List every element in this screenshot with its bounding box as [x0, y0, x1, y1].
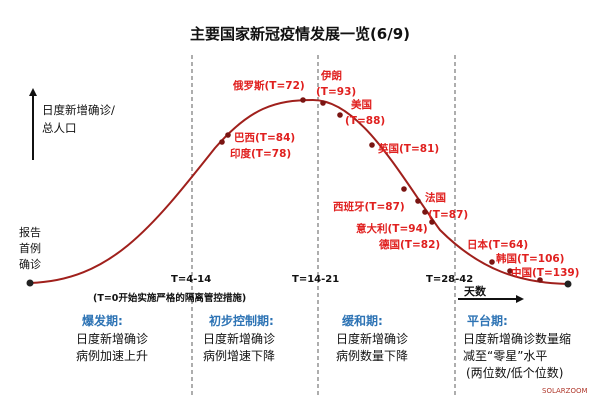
report-label-line-1: 报告 — [19, 225, 41, 239]
country-label-germany: 德国(T=82) — [378, 238, 440, 251]
country-label-france-t: (T=87) — [428, 209, 468, 221]
country-label-italy: 意大利(T=94) — [356, 222, 428, 235]
country-dot-india — [219, 139, 225, 145]
phase-4-name: 平台期: — [467, 313, 508, 328]
country-dot-iran — [320, 100, 326, 106]
epidemic-curve — [29, 98, 569, 285]
boundary-label-1: T=4-14 — [171, 274, 211, 285]
x-label: 天数 — [464, 284, 487, 298]
start-dot — [26, 279, 34, 287]
country-dot-korea — [507, 268, 513, 274]
phase-2-desc-2: 病例增速下降 — [203, 348, 275, 363]
country-label-usa-t: (T=88) — [345, 115, 385, 127]
country-dot-japan — [489, 259, 495, 265]
country-dot-germany — [429, 219, 435, 225]
y-label-line-1: 日度新增确诊/ — [42, 103, 115, 117]
boundary-label-2: T=14-21 — [292, 274, 339, 285]
note-text: (T=0开始实施严格的隔离管控措施) — [93, 292, 246, 304]
country-label-iran-t: (T=93) — [316, 86, 356, 98]
phase-2-name: 初步控制期: — [209, 313, 274, 328]
phase-1-desc-1: 日度新增确诊 — [76, 331, 148, 346]
country-label-iran: 伊朗 — [320, 69, 342, 82]
country-dot-spain — [401, 186, 407, 192]
country-label-japan: 日本(T=64) — [467, 238, 528, 251]
country-label-uk: 英国(T=81) — [377, 142, 439, 155]
phase-3-desc-1: 日度新增确诊 — [336, 331, 408, 346]
phase-1-name: 爆发期: — [82, 313, 123, 328]
country-dot-brazil — [225, 132, 231, 138]
phase-3-name: 缓和期: — [342, 313, 383, 328]
country-dot-italy — [422, 209, 428, 215]
country-label-russia: 俄罗斯(T=72) — [232, 79, 305, 92]
country-label-usa: 美国 — [351, 98, 372, 111]
phase-4-desc-1: 日度新增确诊数量缩 — [463, 331, 571, 346]
phase-4-desc-2: 减至“零星”水平 — [463, 349, 547, 363]
boundary-label-3: T=28-42 — [426, 274, 473, 285]
watermark: SOLARZOOM — [542, 387, 588, 395]
country-label-china: 中国(T=139) — [511, 266, 579, 279]
phase-1-desc-2: 病例加速上升 — [76, 348, 148, 363]
y-label-line-2: 总人口 — [42, 121, 77, 135]
phase-4-desc-3: (两位数/低个位数) — [466, 365, 563, 380]
country-label-india: 印度(T=78) — [230, 147, 291, 160]
report-label-line-3: 确诊 — [19, 257, 41, 271]
phase-2-desc-1: 日度新增确诊 — [203, 331, 275, 346]
report-label-line-2: 首例 — [19, 241, 41, 255]
chart-title: 主要国家新冠疫情发展一览(6/9) — [190, 25, 410, 43]
country-dot-france — [415, 198, 421, 204]
country-dot-china — [537, 277, 543, 283]
country-label-brazil: 巴西(T=84) — [234, 132, 295, 144]
end-dot — [564, 280, 572, 288]
country-dot-russia — [300, 97, 306, 103]
country-dot-uk — [369, 142, 375, 148]
country-label-korea: 韩国(T=106) — [496, 252, 564, 265]
country-label-spain: 西班牙(T=87) — [333, 200, 405, 213]
phase-3-desc-2: 病例数量下降 — [336, 348, 408, 363]
country-dot-usa — [337, 112, 343, 118]
country-label-france: 法国 — [425, 191, 446, 204]
